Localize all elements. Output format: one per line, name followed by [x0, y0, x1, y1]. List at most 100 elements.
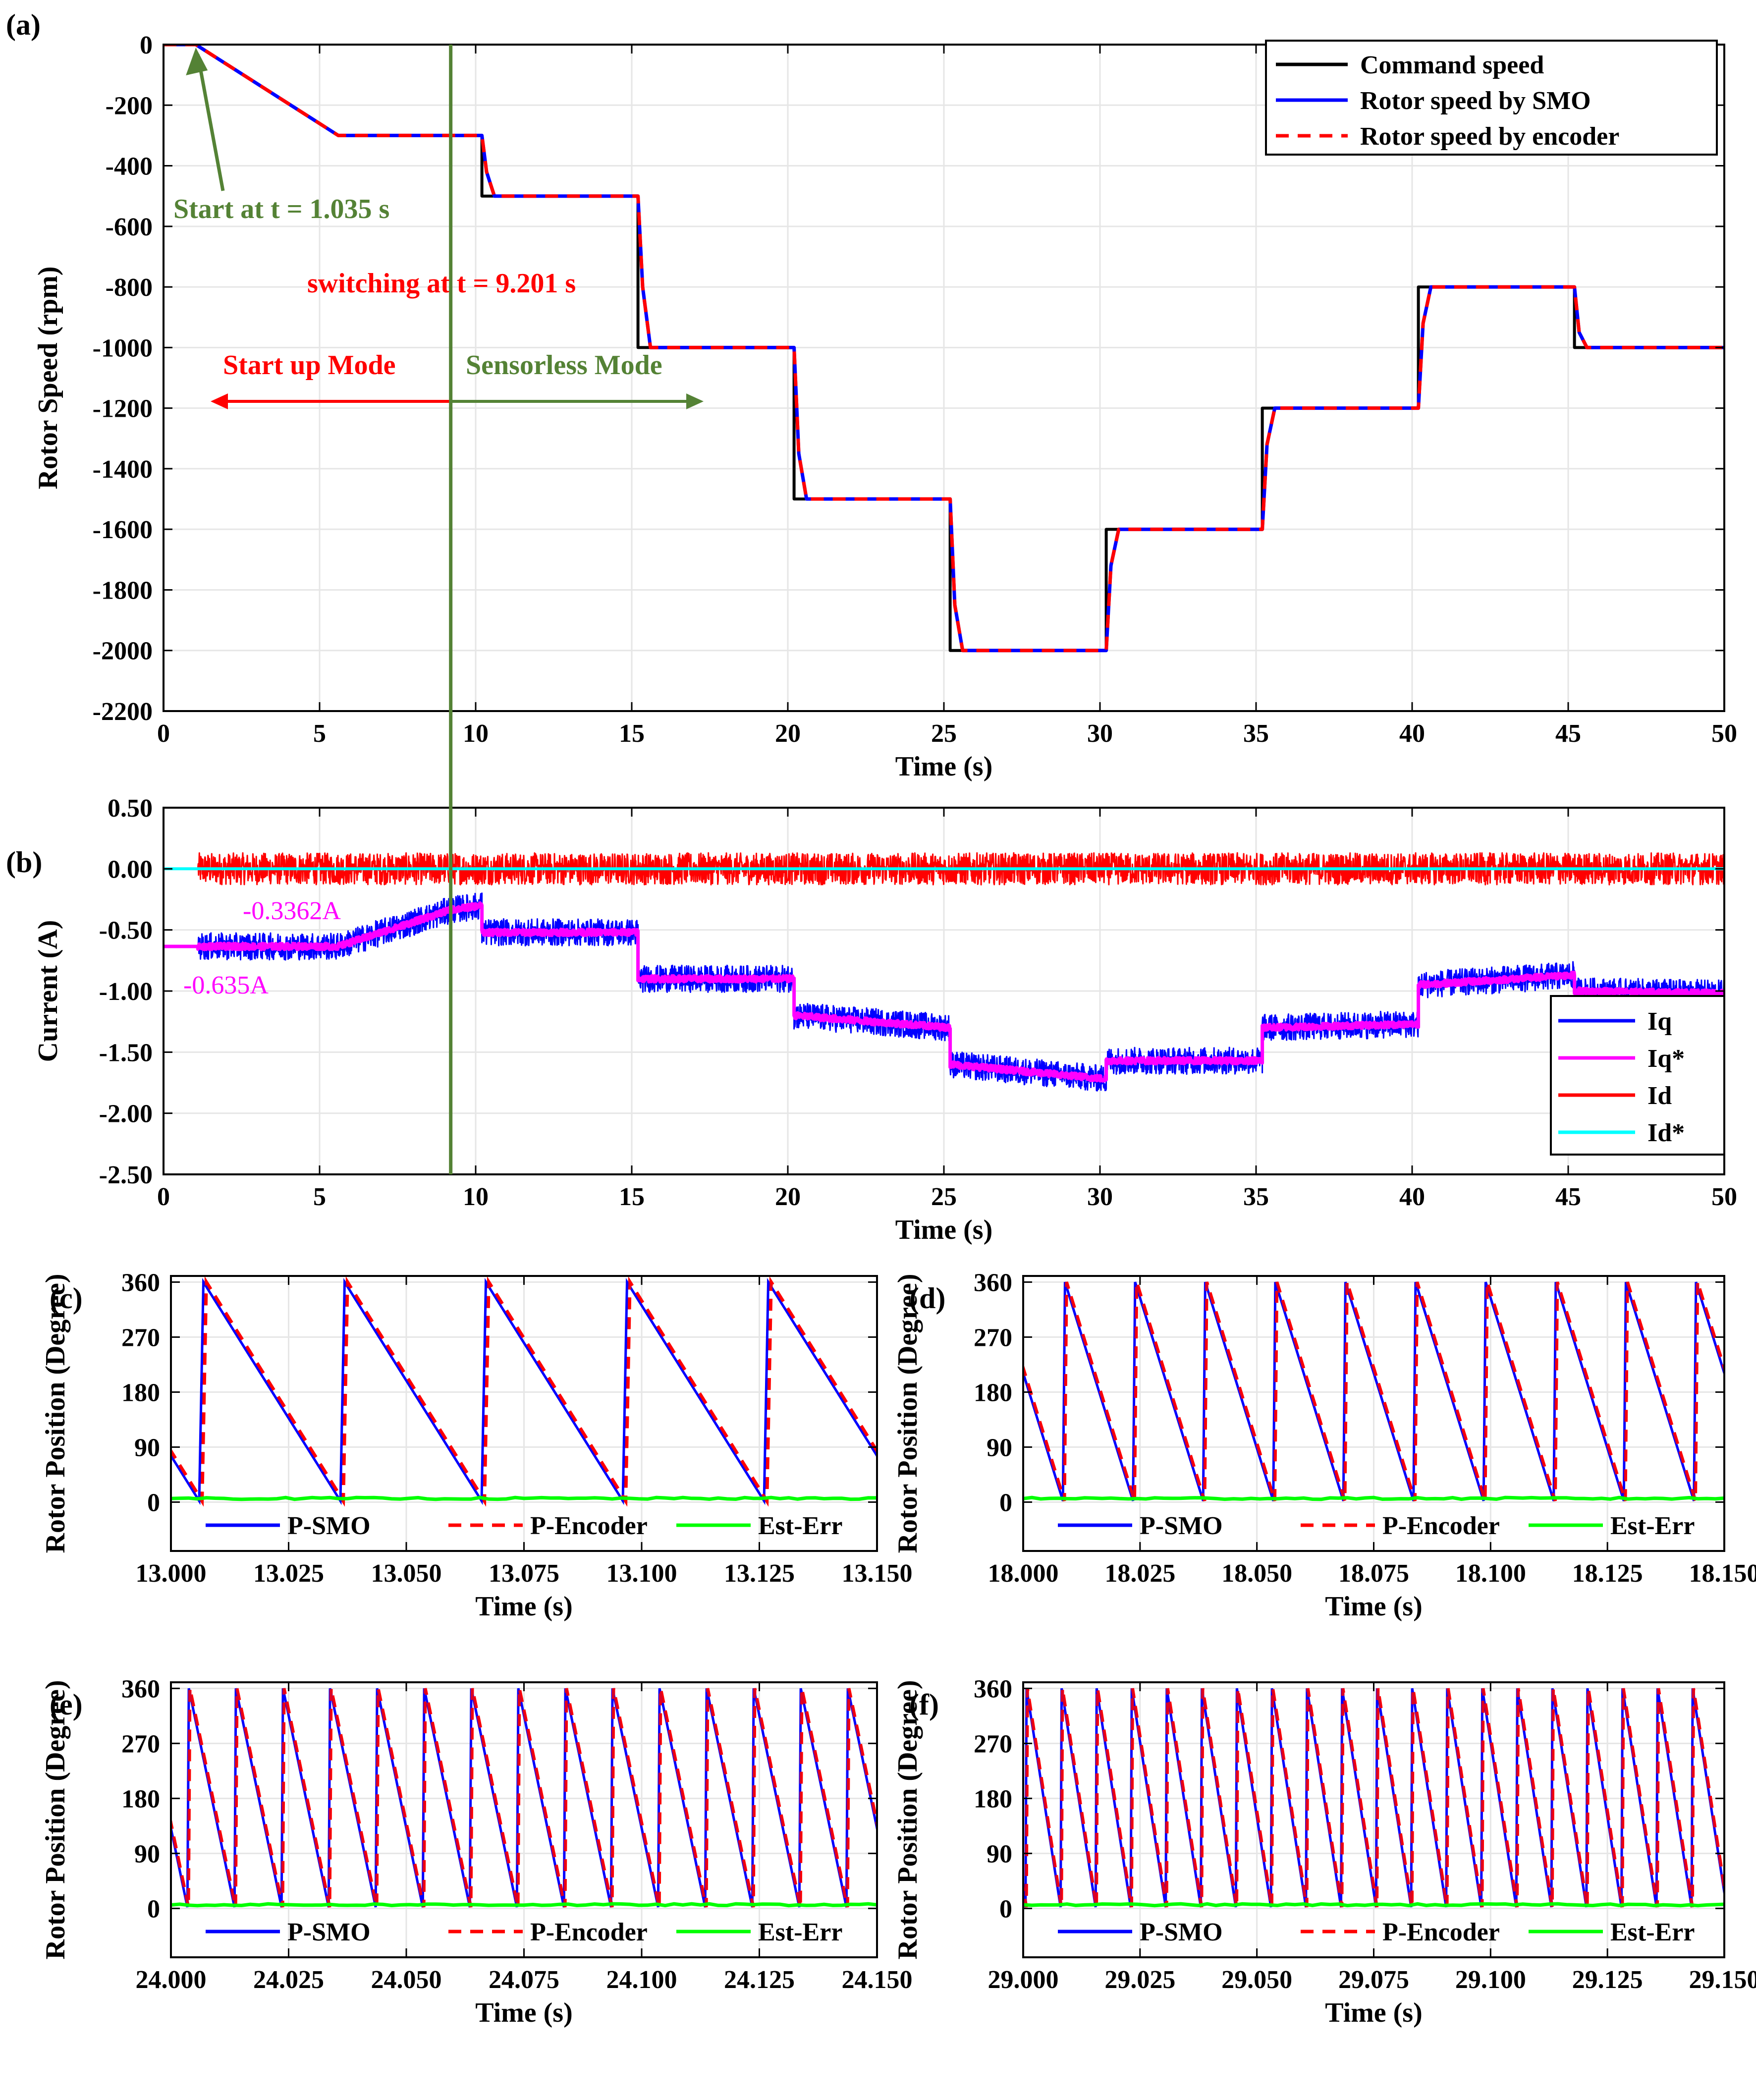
legend-label-smo: P-SMO: [1140, 1512, 1223, 1540]
x-tick-label: 18.025: [1104, 1559, 1175, 1588]
x-axis-label: Time (s): [895, 1215, 993, 1245]
y-tick-label: 270: [121, 1324, 160, 1352]
y-tick-label: 90: [134, 1434, 160, 1462]
panel-f: 29.000 29.025 29.050 29.075 29.100 29.125 29.1…: [892, 1675, 1756, 2028]
x-tick-label: 30: [1087, 1183, 1113, 1211]
y-tick-label: 360: [121, 1269, 160, 1297]
legend-a: Command speed Rotor speed by SMO Rotor spe…: [1265, 40, 1718, 156]
x-tick-label: 13.025: [253, 1559, 324, 1588]
legend-label-encoder: Rotor speed by encoder: [1360, 122, 1619, 151]
legend-label-encoder: P-Encoder: [530, 1512, 648, 1540]
panel-label-d: (d): [909, 1282, 945, 1315]
series-group: [171, 1688, 877, 1908]
y-tick-label: -1400: [93, 455, 153, 484]
x-axis-label: Time (s): [1325, 1591, 1423, 1622]
y-axis-label: Rotor Position (Degree): [40, 1680, 71, 1960]
legend-label-id: Id: [1647, 1082, 1672, 1110]
legend-label-id_ref: Id*: [1647, 1119, 1685, 1147]
x-tick-label: 29.050: [1221, 1966, 1292, 1994]
panel-b: 0 5 10 15 20 25 30 35 40 45 50 0.50 0.00 -0.50 -1.00 -1…: [33, 794, 1737, 1245]
series-line-iq_ref: [164, 901, 1724, 1083]
x-axis-label: Time (s): [475, 1591, 573, 1622]
y-tick-label: 360: [974, 1675, 1012, 1703]
y-tick-label: -600: [106, 213, 153, 241]
legend-e: P-SMO P-Encoder Est-Err: [206, 1918, 842, 1946]
x-tick-label: 18.100: [1455, 1559, 1526, 1588]
panel-d: 18.000 18.025 18.050 18.075 18.100 18.125 18.1…: [892, 1269, 1756, 1622]
x-tick-label: 18.000: [988, 1559, 1059, 1588]
series-line-p-encoder-overlay: [1023, 1281, 1724, 1501]
legend-b: Iq Iq* Id Id*: [1550, 995, 1725, 1156]
x-tick-label: 13.100: [606, 1559, 677, 1588]
y-tick-label: -1600: [93, 516, 153, 544]
legend-c: P-SMO P-Encoder Est-Err: [206, 1512, 842, 1540]
panel-label-e: (e): [50, 1688, 83, 1721]
y-tick-label: 0: [140, 31, 153, 59]
legend-label-smo: P-SMO: [287, 1918, 371, 1946]
x-tick-label: 24.100: [606, 1966, 677, 1994]
y-tick-label: -2.00: [99, 1100, 153, 1128]
y-tick-label: -1.50: [99, 1039, 153, 1067]
y-tick-label: -2.50: [99, 1161, 153, 1189]
x-tick-label: 35: [1243, 719, 1269, 748]
x-tick-label: 5: [313, 1183, 326, 1211]
y-tick-label: 360: [974, 1269, 1012, 1297]
series-line-est-err: [1023, 1495, 1724, 1501]
y-tick-label: -200: [106, 92, 153, 120]
y-tick-label: 0.50: [108, 794, 153, 823]
panel-a: 0 5 10 15 20 25 30 35 40 45 50 0 -200 -400 -600 -800 -10…: [33, 31, 1737, 782]
start-arrow-line: [196, 54, 225, 191]
legend-f: P-SMO P-Encoder Est-Err: [1058, 1918, 1695, 1946]
x-tick-label: 13.125: [724, 1559, 795, 1588]
y-tick-label: 180: [121, 1785, 160, 1813]
x-tick-label: 24.050: [371, 1966, 442, 1994]
x-tick-label: 29.075: [1338, 1966, 1409, 1994]
series-line-est-err: [171, 1495, 877, 1501]
x-tick-label: 35: [1243, 1183, 1269, 1211]
x-tick-label: 45: [1555, 1183, 1581, 1211]
x-tick-label: 15: [619, 1183, 645, 1211]
y-axis-label: Rotor Position (Degree): [40, 1274, 71, 1553]
x-tick-label: 25: [931, 1183, 957, 1211]
legend-label-est_err: Est-Err: [758, 1918, 842, 1946]
x-tick-label: 29.100: [1455, 1966, 1526, 1994]
legend-label-encoder: P-Encoder: [530, 1918, 648, 1946]
y-tick-label: 90: [987, 1434, 1012, 1462]
x-tick-label: 45: [1555, 719, 1581, 748]
x-axis-label: Time (s): [475, 1997, 573, 2028]
x-tick-label: 29.000: [988, 1966, 1059, 1994]
legend-label-est_err: Est-Err: [1610, 1918, 1695, 1946]
y-tick-label: 90: [134, 1840, 160, 1868]
x-tick-label: 20: [775, 1183, 801, 1211]
startup-mode-label: Start up Mode: [223, 350, 395, 381]
x-tick-label: 24.025: [253, 1966, 324, 1994]
y-tick-label: 0: [999, 1489, 1012, 1517]
legend-d: P-SMO P-Encoder Est-Err: [1058, 1512, 1695, 1540]
series-line-est-err: [1023, 1902, 1724, 1908]
x-tick-label: 13.075: [489, 1559, 559, 1588]
x-tick-label: 0: [157, 1183, 170, 1211]
y-tick-label: -800: [106, 274, 153, 302]
x-tick-label: 13.050: [371, 1559, 442, 1588]
y-tick-label: -2000: [93, 637, 153, 665]
legend-label-est_err: Est-Err: [1610, 1512, 1695, 1540]
y-tick-label: 0: [147, 1489, 160, 1517]
x-tick-label: 18.150: [1689, 1559, 1756, 1588]
y-tick-label: -1.00: [99, 978, 153, 1006]
x-tick-label: 18.075: [1338, 1559, 1409, 1588]
sensorless-mode-arrowhead: [686, 393, 704, 409]
x-tick-label: 10: [463, 719, 489, 748]
x-tick-label: 50: [1711, 719, 1737, 748]
x-tick-label: 20: [775, 719, 801, 748]
legend-label-smo: P-SMO: [287, 1512, 371, 1540]
panel-label-a: (a): [6, 8, 41, 41]
x-tick-label: 25: [931, 719, 957, 748]
x-tick-label: 18.125: [1572, 1559, 1643, 1588]
x-tick-label: 5: [313, 719, 326, 748]
x-tick-label: 29.125: [1572, 1966, 1643, 1994]
x-tick-label: 15: [619, 719, 645, 748]
x-tick-label: 30: [1087, 719, 1113, 748]
legend-label-smo: P-SMO: [1140, 1918, 1223, 1946]
y-tick-label: 180: [974, 1379, 1012, 1407]
y-axis-label: Current (A): [33, 920, 63, 1062]
